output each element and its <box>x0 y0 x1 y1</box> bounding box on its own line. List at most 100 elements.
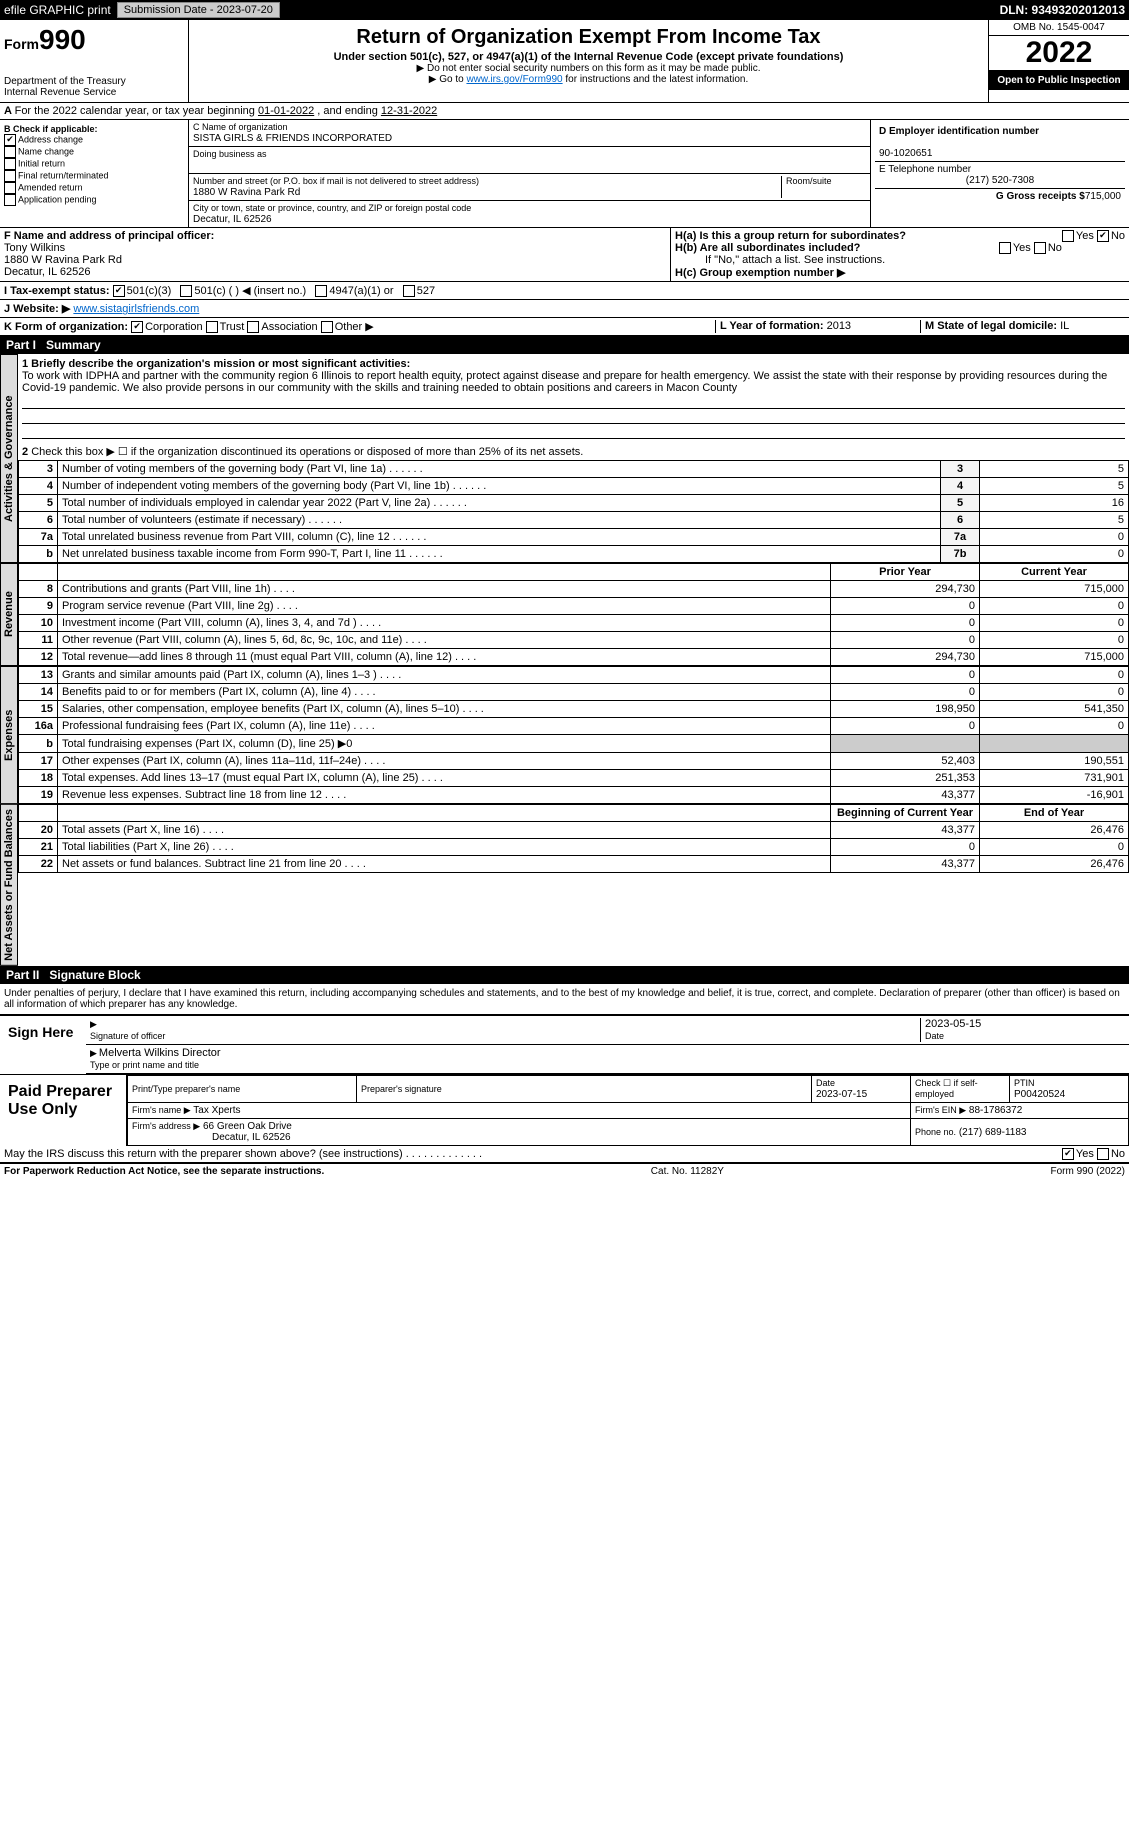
header-mid: Return of Organization Exempt From Incom… <box>189 20 988 102</box>
header-right: OMB No. 1545-0047 2022 Open to Public In… <box>988 20 1129 102</box>
submission-date-button[interactable]: Submission Date - 2023-07-20 <box>117 2 280 18</box>
mission-text: To work with IDPHA and partner with the … <box>22 370 1107 394</box>
city-state-zip: Decatur, IL 62526 <box>193 214 272 225</box>
table-row: bNet unrelated business taxable income f… <box>19 546 1129 563</box>
checkbox-initial-return[interactable] <box>4 158 16 170</box>
sign-here-label: Sign Here <box>0 1016 86 1048</box>
checkbox-trust[interactable] <box>206 321 218 333</box>
form-number: Form990 <box>4 24 184 56</box>
table-rev: Prior YearCurrent Year 8Contributions an… <box>18 563 1129 666</box>
table-row: 6Total number of volunteers (estimate if… <box>19 512 1129 529</box>
dln-label: DLN: 93493202012013 <box>1000 3 1125 17</box>
sidebar-exp: Expenses <box>0 666 18 804</box>
dept-label: Department of the Treasury <box>4 76 184 87</box>
col-d: D Employer identification number90-10206… <box>871 120 1129 227</box>
sidebar-na: Net Assets or Fund Balances <box>0 804 18 966</box>
sidebar-ag: Activities & Governance <box>0 354 18 563</box>
org-name: SISTA GIRLS & FRIENDS INCORPORATED <box>193 133 392 144</box>
table-row: 20Total assets (Part X, line 16) . . . .… <box>19 822 1129 839</box>
officer-sig-name: Melverta Wilkins Director <box>99 1047 221 1059</box>
declaration: Under penalties of perjury, I declare th… <box>0 984 1129 1014</box>
table-row: 22Net assets or fund balances. Subtract … <box>19 856 1129 873</box>
table-row: 16aProfessional fundraising fees (Part I… <box>19 718 1129 735</box>
block-expenses: Expenses 13Grants and similar amounts pa… <box>0 666 1129 804</box>
table-row: 19Revenue less expenses. Subtract line 1… <box>19 787 1129 804</box>
table-row: bTotal fundraising expenses (Part IX, co… <box>19 735 1129 753</box>
firm-name: Tax Xperts <box>193 1105 240 1116</box>
checkbox-corp[interactable] <box>131 321 143 333</box>
table-exp: 13Grants and similar amounts paid (Part … <box>18 666 1129 804</box>
checkbox-ha-yes[interactable] <box>1062 230 1074 242</box>
header-left: Form990 Department of the Treasury Inter… <box>0 20 189 102</box>
checkbox-discuss-no[interactable] <box>1097 1148 1109 1160</box>
paid-label: Paid Preparer Use Only <box>0 1075 127 1146</box>
part1-header: Part ISummary <box>0 336 1129 354</box>
checkbox-4947[interactable] <box>315 285 327 297</box>
ein: 90-1020651 <box>879 148 932 159</box>
checkbox-application-pending[interactable] <box>4 194 16 206</box>
website-link[interactable]: www.sistagirlsfriends.com <box>73 303 199 315</box>
checkbox-hb-no[interactable] <box>1034 242 1046 254</box>
checkbox-527[interactable] <box>403 285 415 297</box>
table-row: 5Total number of individuals employed in… <box>19 495 1129 512</box>
table-row: 4Number of independent voting members of… <box>19 478 1129 495</box>
table-na: Beginning of Current YearEnd of Year 20T… <box>18 804 1129 873</box>
year-formation: 2013 <box>827 320 851 332</box>
paid-preparer-block: Paid Preparer Use Only Print/Type prepar… <box>0 1074 1129 1146</box>
table-row: 21Total liabilities (Part X, line 26) . … <box>19 839 1129 856</box>
checkbox-501c[interactable] <box>180 285 192 297</box>
firm-ein: 88-1786372 <box>969 1105 1022 1116</box>
line-a: A For the 2022 calendar year, or tax yea… <box>0 103 1129 120</box>
block-revenue: Revenue Prior YearCurrent Year 8Contribu… <box>0 563 1129 666</box>
table-row: 11Other revenue (Part VIII, column (A), … <box>19 632 1129 649</box>
line-i: I Tax-exempt status: 501(c)(3) 501(c) ( … <box>0 282 1129 300</box>
topbar: efile GRAPHIC print Submission Date - 20… <box>0 0 1129 20</box>
table-row: 3Number of voting members of the governi… <box>19 461 1129 478</box>
phone: (217) 520-7308 <box>879 175 1121 186</box>
block-fh: F Name and address of principal officer:… <box>0 228 1129 282</box>
preparer-phone: (217) 689-1183 <box>959 1127 1027 1138</box>
discuss-row: May the IRS discuss this return with the… <box>0 1146 1129 1163</box>
sign-date: 2023-05-15 <box>925 1018 981 1030</box>
open-public: Open to Public Inspection <box>989 71 1129 90</box>
checkbox-other[interactable] <box>321 321 333 333</box>
table-row: 9Program service revenue (Part VIII, lin… <box>19 598 1129 615</box>
sidebar-rev: Revenue <box>0 563 18 666</box>
street-address: 1880 W Ravina Park Rd <box>193 187 300 198</box>
checkbox-address-change[interactable] <box>4 134 16 146</box>
col-c: C Name of organizationSISTA GIRLS & FRIE… <box>189 120 871 227</box>
table-row: 15Salaries, other compensation, employee… <box>19 701 1129 718</box>
table-row: 10Investment income (Part VIII, column (… <box>19 615 1129 632</box>
checkbox-hb-yes[interactable] <box>999 242 1011 254</box>
block-net-assets: Net Assets or Fund Balances Beginning of… <box>0 804 1129 966</box>
table-row: 7aTotal unrelated business revenue from … <box>19 529 1129 546</box>
table-row: 17Other expenses (Part IX, column (A), l… <box>19 753 1129 770</box>
checkbox-amended[interactable] <box>4 182 16 194</box>
checkbox-501c3[interactable] <box>113 285 125 297</box>
checkbox-final-return[interactable] <box>4 170 16 182</box>
line-j: J Website: ▶ www.sistagirlsfriends.com <box>0 300 1129 318</box>
table-ag: 3Number of voting members of the governi… <box>18 460 1129 563</box>
checkbox-assoc[interactable] <box>247 321 259 333</box>
table-row: 18Total expenses. Add lines 13–17 (must … <box>19 770 1129 787</box>
irs-label: Internal Revenue Service <box>4 87 184 98</box>
note1: ▶ Do not enter social security numbers o… <box>193 63 984 74</box>
title: Return of Organization Exempt From Incom… <box>193 26 984 49</box>
checkbox-discuss-yes[interactable] <box>1062 1148 1074 1160</box>
checkbox-ha-no[interactable] <box>1097 230 1109 242</box>
subtitle: Under section 501(c), 527, or 4947(a)(1)… <box>193 51 984 63</box>
tax-year: 2022 <box>989 35 1129 71</box>
ptin: P00420524 <box>1014 1089 1065 1100</box>
state-domicile: IL <box>1060 320 1069 332</box>
efile-label: efile GRAPHIC print <box>4 3 111 17</box>
checkbox-name-change[interactable] <box>4 146 16 158</box>
irs-link[interactable]: www.irs.gov/Form990 <box>466 74 562 85</box>
table-row: 8Contributions and grants (Part VIII, li… <box>19 581 1129 598</box>
footer: For Paperwork Reduction Act Notice, see … <box>0 1163 1129 1179</box>
block-bcd: B Check if applicable: Address change Na… <box>0 120 1129 228</box>
table-row: 13Grants and similar amounts paid (Part … <box>19 667 1129 684</box>
officer-name: Tony Wilkins <box>4 242 65 254</box>
note2: ▶ Go to www.irs.gov/Form990 for instruct… <box>193 74 984 85</box>
table-row: 14Benefits paid to or for members (Part … <box>19 684 1129 701</box>
block-activities-governance: Activities & Governance 1 Briefly descri… <box>0 354 1129 563</box>
